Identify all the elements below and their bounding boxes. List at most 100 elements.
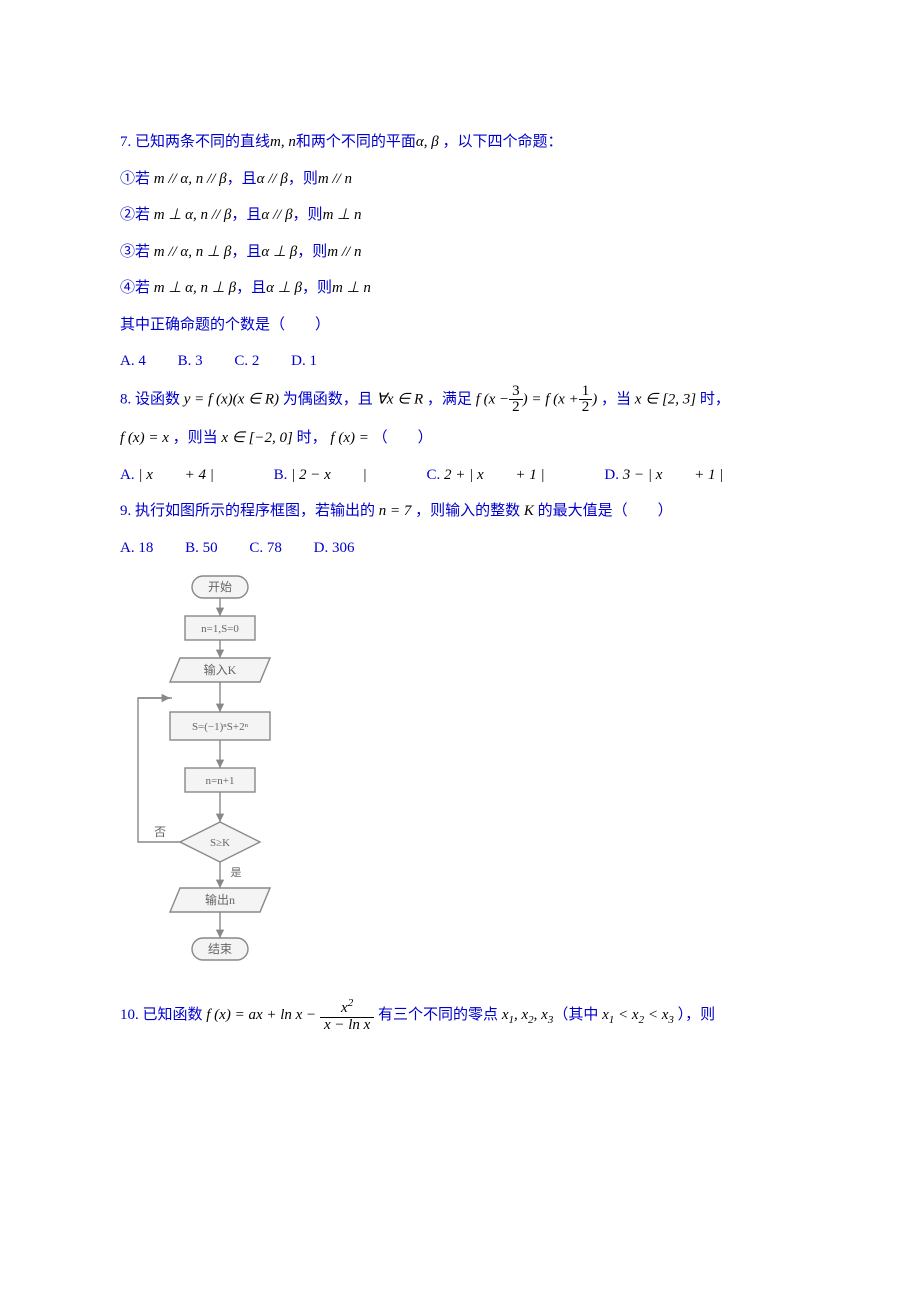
- option-c: C. 2: [234, 347, 259, 376]
- text: ，则: [288, 171, 318, 187]
- q10-stem: 10. 已知函数 f (x) = ax + ln x − x2 x − ln x…: [120, 998, 800, 1034]
- q7-prop3: ③若 m // α, n ⊥ β，且α ⊥ β，则m // n: [120, 238, 800, 267]
- math: y = f (x)(x ∈ R): [184, 391, 279, 407]
- math: f (x) = ax + ln x −: [206, 1007, 316, 1023]
- text: ，则: [302, 280, 332, 296]
- math: m // α, n // β: [154, 171, 227, 187]
- text: 7. 已知两条不同的直线: [120, 134, 270, 150]
- denominator: 2: [579, 399, 593, 416]
- math: m ⊥ n: [332, 280, 371, 296]
- q7-stem: 7. 已知两条不同的直线m, n和两个不同的平面α, β ，以下四个命题：: [120, 128, 800, 157]
- text: 的最大值是（ ）: [534, 503, 673, 519]
- text: 有三个不同的零点: [378, 1007, 502, 1023]
- text: ，且: [231, 207, 261, 223]
- math: m ⊥ α, n ⊥ β: [154, 280, 236, 296]
- text: 8. 设函数: [120, 391, 184, 407]
- option-a: | x + 4 |: [138, 461, 214, 490]
- text: （其中: [553, 1007, 602, 1023]
- text: 时，: [293, 430, 331, 446]
- math: x1 < x2 < x3: [602, 1007, 674, 1023]
- text: 为偶函数，且: [279, 391, 377, 407]
- text: ，则输入的整数: [411, 503, 524, 519]
- math: x ∈ [2, 3]: [635, 391, 696, 407]
- text: ，则: [293, 207, 323, 223]
- q7-prop1: ①若 m // α, n // β，且α // β，则m // n: [120, 165, 800, 194]
- math: α // β: [257, 171, 288, 187]
- text: ①若: [120, 171, 154, 187]
- text: 时，: [696, 391, 730, 407]
- text: ③若: [120, 244, 154, 260]
- flow-no-label: 否: [154, 825, 166, 839]
- q7-ask: 其中正确命题的个数是（ ）: [120, 311, 800, 340]
- q7-options: A. 4 B. 3 C. 2 D. 1: [120, 347, 800, 376]
- option-b: B. 50: [185, 534, 218, 563]
- text: 10. 已知函数: [120, 1007, 206, 1023]
- fraction: 32: [509, 384, 523, 417]
- math: f (x −: [476, 391, 509, 407]
- math: m // n: [318, 171, 352, 187]
- text: ），则: [674, 1007, 715, 1023]
- flow-output: 输出n: [205, 892, 235, 907]
- text: ，且: [231, 244, 261, 260]
- math: m ⊥ n: [323, 207, 362, 223]
- math: n = 7: [379, 503, 412, 519]
- text: ，则: [297, 244, 327, 260]
- math: x1, x2, x3: [502, 1007, 554, 1023]
- text: 和两个不同的平面: [296, 134, 416, 150]
- math: f (x) = x: [120, 430, 169, 446]
- math: ∀x ∈ R: [377, 391, 424, 407]
- option-d: D. 306: [314, 534, 355, 563]
- option-d: 3 − | x + 1 |: [623, 461, 724, 490]
- math: α // β: [261, 207, 292, 223]
- text: ，且: [227, 171, 257, 187]
- text: ④若: [120, 280, 154, 296]
- flow-calc: S=(−1)ⁿS+2ⁿ: [192, 721, 249, 733]
- q9-stem: 9. 执行如图所示的程序框图，若输出的 n = 7 ，则输入的整数 K 的最大值…: [120, 497, 800, 526]
- option-c: 2 + | x + 1 |: [444, 461, 545, 490]
- math: x ∈ [−2, 0]: [221, 430, 293, 446]
- q8-line2: f (x) = x ，则当 x ∈ [−2, 0] 时， f (x) = （ ）: [120, 424, 800, 453]
- math: α ⊥ β: [266, 280, 302, 296]
- math: K: [524, 503, 534, 519]
- text: ，且: [236, 280, 266, 296]
- option-b: | 2 − x |: [291, 461, 367, 490]
- option-c: C. 78: [249, 534, 282, 563]
- text: 9. 执行如图所示的程序框图，若输出的: [120, 503, 379, 519]
- flow-yes-label: 是: [231, 866, 242, 879]
- flow-start: 开始: [208, 580, 232, 594]
- exam-page: 7. 已知两条不同的直线m, n和两个不同的平面α, β ，以下四个命题： ①若…: [0, 0, 920, 1102]
- option-d: D. 1: [291, 347, 317, 376]
- numerator: 1: [579, 384, 593, 400]
- flow-cond: S≥K: [210, 837, 230, 849]
- math: m // n: [327, 244, 361, 260]
- math: α, β: [416, 134, 439, 150]
- q7-prop2: ②若 m ⊥ α, n // β，且α // β，则m ⊥ n: [120, 201, 800, 230]
- math: m ⊥ α, n // β: [154, 207, 232, 223]
- math: α ⊥ β: [261, 244, 297, 260]
- flow-inc: n=n+1: [206, 775, 235, 787]
- text: ，则当: [169, 430, 222, 446]
- option-b: B. 3: [178, 347, 203, 376]
- math: ) = f (x +: [523, 391, 579, 407]
- text: ，以下四个命题：: [439, 134, 563, 150]
- numerator: 3: [509, 384, 523, 400]
- text: ②若: [120, 207, 154, 223]
- text: （ ）: [369, 430, 433, 446]
- q8-line1: 8. 设函数 y = f (x)(x ∈ R) 为偶函数，且 ∀x ∈ R ，满…: [120, 384, 800, 417]
- math: f (x) =: [330, 430, 368, 446]
- text: ，当: [597, 391, 635, 407]
- flow-end: 结束: [208, 942, 232, 956]
- numerator: x2: [320, 998, 374, 1017]
- denominator: 2: [509, 399, 523, 416]
- flow-input: 输入K: [204, 662, 237, 677]
- fraction: x2 x − ln x: [320, 998, 374, 1034]
- flow-init: n=1,S=0: [201, 623, 239, 635]
- flowchart-figure: 开始 n=1,S=0 输入K S=(−1)ⁿS+2ⁿ n=n+1: [120, 570, 800, 990]
- option-a: A. 4: [120, 347, 146, 376]
- math: m // α, n ⊥ β: [154, 244, 232, 260]
- q8-options: A. | x + 4 | B. | 2 − x | C. 2 + | x + 1…: [120, 461, 800, 490]
- math: m, n: [270, 134, 296, 150]
- fraction: 12: [579, 384, 593, 417]
- q9-options: A. 18 B. 50 C. 78 D. 306: [120, 534, 800, 563]
- q7-prop4: ④若 m ⊥ α, n ⊥ β，且α ⊥ β，则m ⊥ n: [120, 274, 800, 303]
